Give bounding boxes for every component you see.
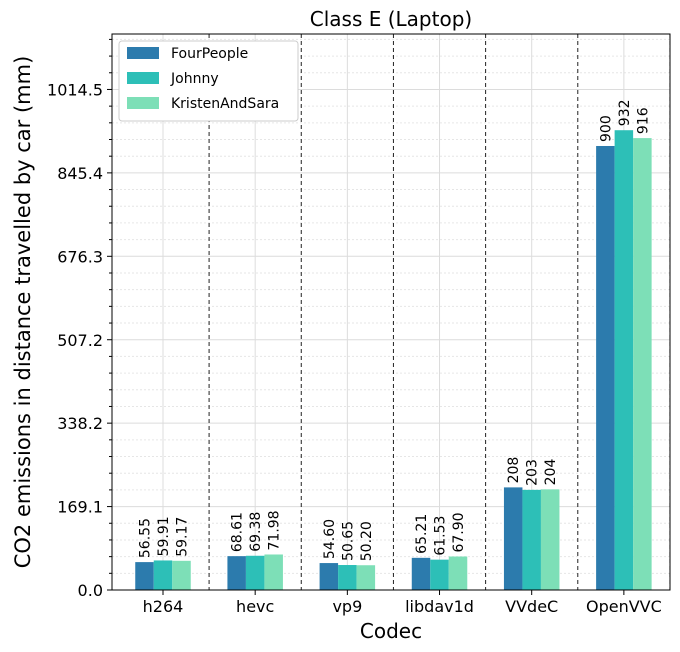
bar: [135, 562, 154, 590]
bar: [172, 560, 191, 590]
y-tick-label: 507.2: [57, 331, 103, 350]
legend-box: [118, 40, 299, 122]
bar: [153, 560, 173, 590]
grid-lines: [112, 34, 670, 591]
data-label: 203: [525, 459, 541, 486]
bar: [356, 565, 376, 590]
data-label: 56.55: [138, 518, 154, 558]
data-label: 50.20: [359, 521, 375, 561]
data-label: 61.53: [433, 516, 449, 556]
x-tick-label: VVdeC: [505, 597, 558, 616]
x-tick-label: libdav1d: [405, 597, 474, 616]
data-label: 50.65: [340, 521, 356, 561]
x-axis: h264 hevc vp9 libdav1d VVdeC OpenVVC: [143, 590, 662, 616]
x-tick-label: h264: [143, 597, 184, 616]
y-tick-label: 0.0: [78, 581, 103, 600]
bar: [338, 565, 357, 590]
plot-frame: [111, 33, 671, 591]
data-label: 59.17: [175, 517, 191, 557]
data-label: 916: [635, 107, 651, 134]
bars: [135, 130, 652, 590]
bar: [430, 559, 449, 590]
legend: FourPeople Johnny KristenAndSara: [118, 40, 299, 122]
bar: [448, 556, 468, 590]
data-label: 208: [506, 457, 522, 484]
data-label: 59.91: [156, 516, 172, 556]
bar: [522, 489, 541, 590]
legend-swatch: [127, 97, 159, 109]
legend-swatch: [127, 72, 159, 84]
bar: [614, 130, 634, 590]
y-axis-label: CO2 emissions in distance travelled by c…: [11, 56, 35, 569]
data-label: 932: [617, 99, 633, 126]
bar: [503, 487, 523, 590]
data-label: 67.90: [451, 512, 467, 552]
y-tick-label: 338.2: [57, 414, 103, 433]
bar: [596, 145, 615, 590]
legend-label: Johnny: [170, 71, 219, 87]
data-labels: 56.55 68.61 54.60 65.21 208 900 59.91 69.38 50.6…: [138, 99, 652, 561]
data-label: 71.98: [267, 510, 283, 550]
y-tick-label: 169.1: [57, 498, 103, 517]
x-axis-label: Codec: [360, 619, 422, 643]
bar: [319, 563, 339, 590]
legend-label: KristenAndSara: [171, 96, 279, 112]
bar: [264, 554, 283, 590]
x-tick-label: OpenVVC: [586, 597, 662, 616]
bar: [245, 555, 265, 590]
x-tick-label: vp9: [332, 597, 362, 616]
y-tick-label: 676.3: [57, 247, 103, 266]
bar: [227, 556, 246, 590]
data-label: 69.38: [248, 512, 264, 552]
bar: [633, 138, 652, 590]
y-tick-label: 845.4: [57, 164, 103, 183]
data-label: 900: [598, 115, 614, 142]
data-label: 204: [543, 459, 559, 486]
legend-label: FourPeople: [171, 46, 248, 62]
x-tick-label: hevc: [236, 597, 274, 616]
data-label: 68.61: [230, 512, 246, 552]
data-label: 54.60: [322, 519, 338, 559]
y-axis: 0.0 169.1 338.2 507.2 676.3 845.4 1014.5: [47, 38, 112, 600]
bar: [411, 557, 431, 590]
legend-swatch: [127, 47, 159, 59]
data-label: 65.21: [414, 514, 430, 554]
y-tick-label: 1014.5: [47, 81, 103, 100]
bar: [540, 489, 560, 590]
chart-title: Class E (Laptop): [310, 7, 472, 31]
